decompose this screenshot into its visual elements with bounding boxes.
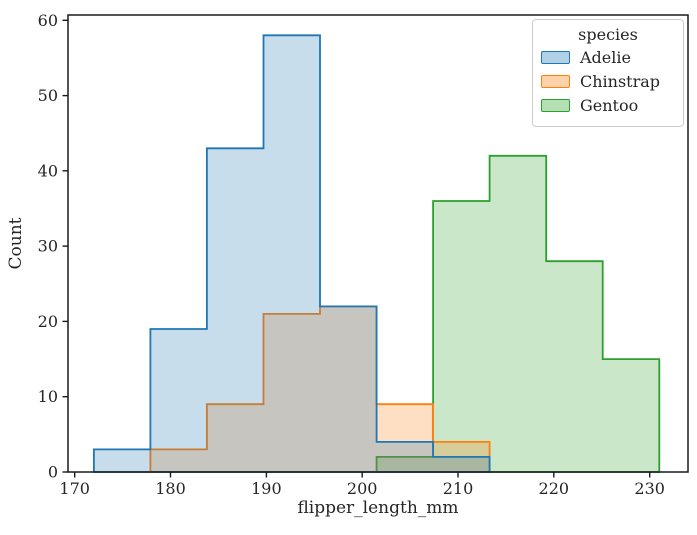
y-tick-label: 0 xyxy=(48,463,58,482)
y-tick-label: 30 xyxy=(38,237,58,256)
x-tick-label: 210 xyxy=(443,479,474,498)
y-tick-label: 10 xyxy=(38,387,58,406)
legend-label-chinstrap: Chinstrap xyxy=(580,71,661,91)
legend-item-adelie: Adelie xyxy=(533,45,683,69)
x-tick-label: 230 xyxy=(634,479,665,498)
legend: species Adelie Chinstrap Gentoo xyxy=(532,19,684,127)
x-tick-label: 190 xyxy=(251,479,282,498)
legend-item-gentoo: Gentoo xyxy=(533,93,683,117)
y-tick-label: 60 xyxy=(38,11,58,30)
legend-swatch-adelie xyxy=(541,50,570,64)
x-tick-label: 180 xyxy=(155,479,186,498)
y-tick-label: 40 xyxy=(38,161,58,180)
legend-title: species xyxy=(578,25,638,44)
legend-label-adelie: Adelie xyxy=(580,47,631,67)
x-tick-label: 170 xyxy=(59,479,90,498)
legend-swatch-chinstrap xyxy=(541,74,570,88)
legend-item-chinstrap: Chinstrap xyxy=(533,69,683,93)
legend-swatch-gentoo xyxy=(541,98,570,112)
y-tick-label: 20 xyxy=(38,312,58,331)
legend-label-gentoo: Gentoo xyxy=(580,95,639,115)
hist-series-adelie xyxy=(93,34,491,473)
y-axis-label: Count xyxy=(6,217,26,269)
x-axis-label: flipper_length_mm xyxy=(297,498,458,518)
x-tick-label: 200 xyxy=(347,479,378,498)
plot-border xyxy=(67,14,689,473)
x-tick-label: 220 xyxy=(539,479,570,498)
y-tick-label: 50 xyxy=(38,86,58,105)
